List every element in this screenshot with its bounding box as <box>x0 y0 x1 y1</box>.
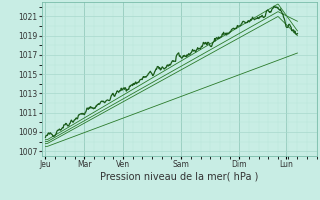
X-axis label: Pression niveau de la mer( hPa ): Pression niveau de la mer( hPa ) <box>100 172 258 182</box>
